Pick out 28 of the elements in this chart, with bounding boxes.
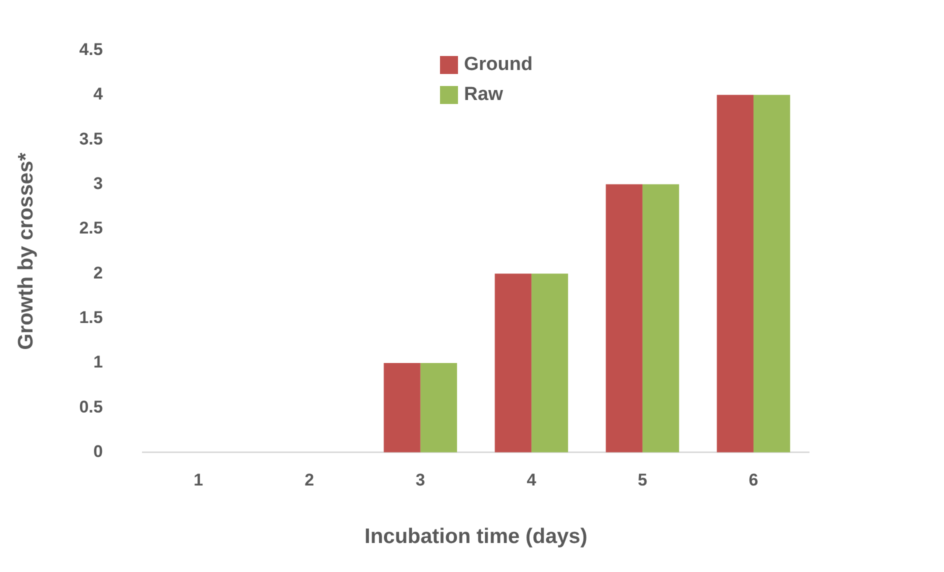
y-tick-label: 0.5: [79, 397, 103, 416]
bar: [753, 94, 790, 452]
bar: [531, 274, 568, 452]
x-tick-label: 2: [304, 470, 314, 490]
bar: [642, 184, 680, 452]
y-axis-title: Growth by crosses*: [14, 152, 38, 350]
bar: [384, 363, 420, 452]
y-tick-label: 4.5: [79, 40, 103, 59]
x-tick-label: 6: [748, 470, 758, 490]
bar: [606, 184, 642, 452]
y-tick-label: 3.5: [79, 129, 103, 148]
legend-label: Ground: [464, 54, 533, 76]
legend-label: Raw: [464, 84, 504, 106]
x-axis-title: Incubation time (days): [364, 525, 588, 548]
y-tick-label: 2.5: [79, 218, 103, 238]
x-tick-label: 1: [194, 470, 204, 490]
y-tick-label: 0: [93, 442, 103, 462]
bar: [716, 94, 754, 452]
y-tick-label: 2: [93, 263, 103, 282]
x-tick-label: 4: [526, 470, 537, 490]
y-tick-label: 1: [93, 352, 103, 372]
bar: [420, 363, 458, 452]
y-tick-label: 3: [93, 174, 103, 193]
x-tick-label: 5: [638, 470, 648, 490]
y-tick-label: 4: [93, 84, 104, 104]
x-tick-label: 3: [416, 470, 426, 490]
bar: [494, 274, 532, 452]
y-tick-label: 1.5: [79, 308, 103, 328]
